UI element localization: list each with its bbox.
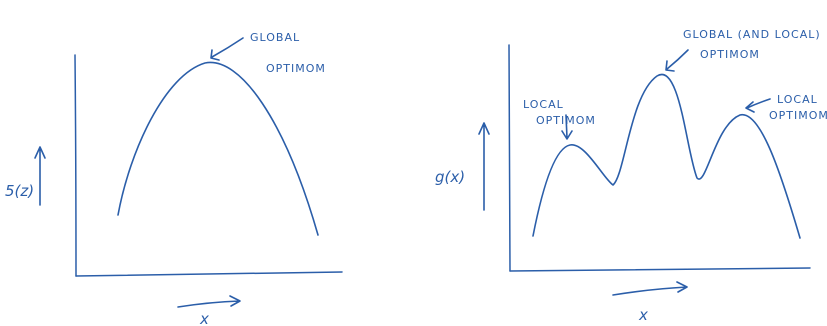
right-global-pointer-icon — [665, 49, 689, 72]
right-local-right-label-line2: OPTIMOM — [769, 109, 827, 122]
left-y-axis — [74, 54, 77, 277]
left-single-peak-curve — [117, 61, 319, 236]
right-y-label: g(x) — [435, 168, 465, 186]
right-y-axis — [508, 44, 511, 272]
right-local-right-label-line1: LOCAL — [777, 93, 818, 106]
right-global-label-line1: GLOBAL (AND LOCAL) — [683, 28, 821, 41]
left-global-label-line2: OPTIMOM — [266, 62, 326, 75]
right-x-axis — [509, 267, 811, 272]
left-x-arrow-icon — [177, 295, 241, 308]
right-x-label: x — [638, 306, 648, 324]
right-three-peak-curve — [532, 73, 801, 239]
left-y-label: 5(z) — [5, 182, 34, 200]
right-local-left-label-line1: LOCAL — [523, 98, 564, 111]
right-panel: g(x) x LOCAL OPTIMOM GLOBAL (AND LOCAL) … — [435, 28, 827, 324]
left-y-arrow-icon — [34, 146, 46, 206]
left-global-label-line1: GLOBAL — [250, 31, 300, 44]
right-local-left-pointer-icon — [561, 114, 573, 140]
left-panel: 5(z) x GLOBAL OPTIMOM — [5, 31, 343, 326]
right-x-arrow-icon — [612, 281, 688, 296]
right-y-arrow-icon — [478, 122, 490, 211]
left-x-axis — [75, 271, 343, 277]
right-global-label-line2: OPTIMOM — [700, 48, 760, 61]
right-local-right-pointer-icon — [745, 98, 771, 113]
left-global-pointer-icon — [210, 37, 244, 61]
left-x-label: x — [199, 310, 209, 326]
